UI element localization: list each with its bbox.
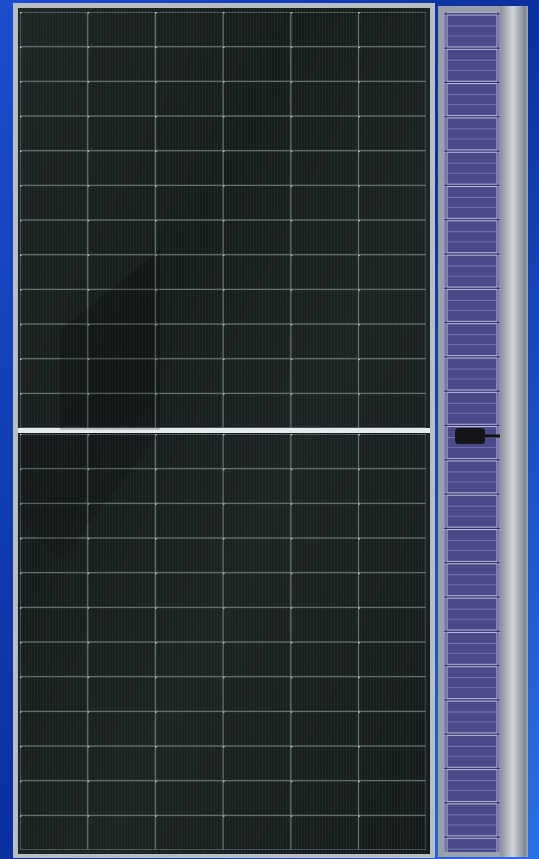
front-panel xyxy=(13,3,435,858)
rear-panel xyxy=(438,6,528,857)
rear-edge xyxy=(500,6,526,857)
center-divider xyxy=(18,428,430,433)
cells-bottom xyxy=(20,434,426,850)
shadow xyxy=(60,250,160,430)
junction-box xyxy=(455,428,485,444)
shadow xyxy=(20,433,160,560)
cells-top xyxy=(20,12,426,428)
